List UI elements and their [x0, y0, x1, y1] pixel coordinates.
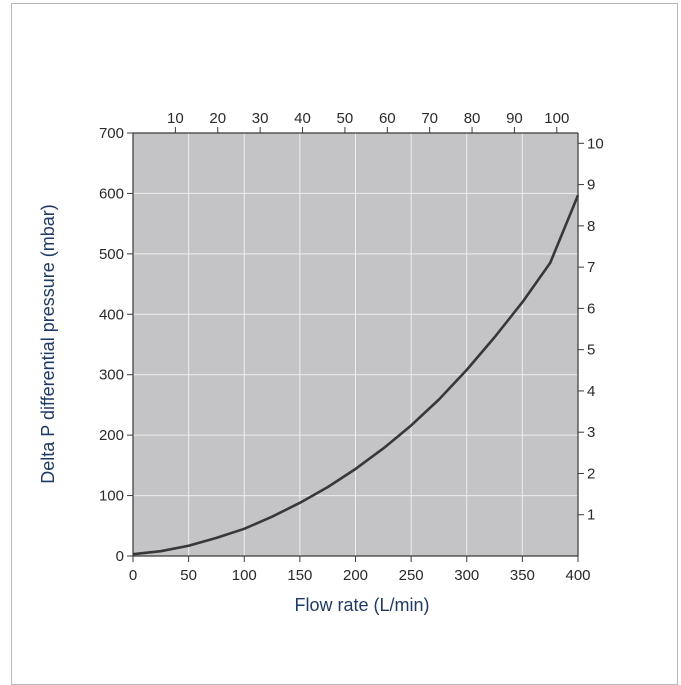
- top-tick-label: 40: [294, 110, 311, 127]
- x-tick-label: 50: [180, 567, 197, 584]
- top-tick-label: 20: [209, 110, 226, 127]
- x-tick-label: 150: [287, 567, 312, 584]
- right-tick-label: 1: [587, 507, 595, 524]
- right-tick-label: 4: [587, 383, 595, 400]
- right-tick-label: 2: [587, 465, 595, 482]
- y-axis-label: Delta P differential pressure (mbar): [38, 204, 58, 483]
- y-tick-label: 600: [99, 185, 124, 202]
- right-tick-label: 7: [587, 259, 595, 276]
- top-tick-label: 10: [167, 110, 184, 127]
- top-tick-label: 60: [379, 110, 396, 127]
- top-tick-label: 70: [421, 110, 438, 127]
- x-tick-label: 400: [565, 567, 590, 584]
- y-tick-label: 0: [116, 548, 124, 565]
- top-tick-label: 50: [337, 110, 354, 127]
- top-tick-label: 100: [544, 110, 569, 127]
- top-tick-label: 30: [252, 110, 269, 127]
- x-axis-label: Flow rate (L/min): [294, 595, 429, 615]
- x-tick-label: 200: [343, 567, 368, 584]
- right-tick-label: 10: [587, 135, 604, 152]
- top-tick-label: 80: [464, 110, 481, 127]
- y-tick-label: 400: [99, 306, 124, 323]
- right-tick-label: 8: [587, 218, 595, 235]
- right-tick-label: 3: [587, 424, 595, 441]
- x-tick-label: 0: [129, 567, 137, 584]
- y-tick-label: 500: [99, 246, 124, 263]
- right-tick-label: 6: [587, 300, 595, 317]
- x-tick-label: 100: [232, 567, 257, 584]
- y-tick-label: 700: [99, 125, 124, 142]
- x-tick-label: 350: [510, 567, 535, 584]
- x-tick-label: 250: [399, 567, 424, 584]
- y-tick-label: 300: [99, 367, 124, 384]
- y-tick-label: 100: [99, 488, 124, 505]
- top-tick-label: 90: [506, 110, 523, 127]
- y-tick-label: 200: [99, 427, 124, 444]
- right-tick-label: 5: [587, 342, 595, 359]
- right-tick-label: 9: [587, 177, 595, 194]
- x-tick-label: 300: [454, 567, 479, 584]
